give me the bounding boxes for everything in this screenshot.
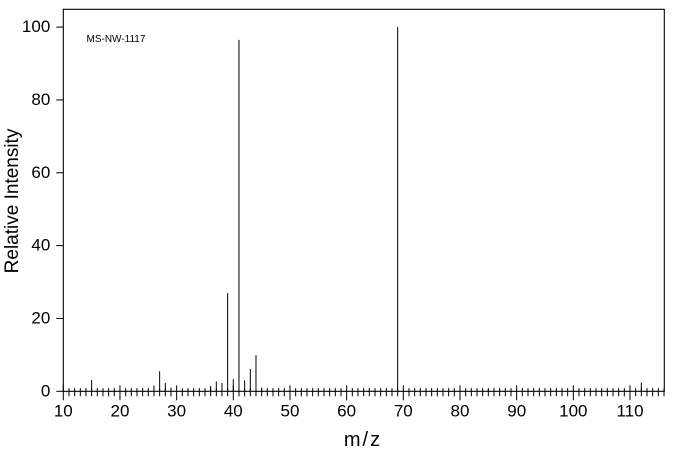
svg-text:Relative Intensity: Relative Intensity — [2, 128, 23, 273]
svg-text:60: 60 — [31, 163, 50, 182]
svg-text:80: 80 — [31, 90, 50, 109]
svg-text:20: 20 — [111, 401, 130, 420]
svg-text:20: 20 — [31, 309, 50, 328]
svg-text:100: 100 — [22, 17, 50, 36]
svg-text:m/z: m/z — [344, 429, 382, 451]
svg-text:90: 90 — [507, 401, 526, 420]
svg-text:50: 50 — [281, 401, 300, 420]
svg-text:30: 30 — [167, 401, 186, 420]
svg-text:0: 0 — [41, 381, 50, 400]
svg-text:10: 10 — [54, 401, 73, 420]
svg-text:70: 70 — [394, 401, 413, 420]
svg-text:110: 110 — [616, 401, 643, 420]
svg-text:100: 100 — [559, 401, 587, 420]
svg-text:40: 40 — [31, 236, 50, 255]
svg-text:60: 60 — [337, 401, 356, 420]
svg-text:80: 80 — [451, 401, 470, 420]
svg-text:MS-NW-1117: MS-NW-1117 — [87, 34, 146, 45]
svg-text:40: 40 — [224, 401, 243, 420]
